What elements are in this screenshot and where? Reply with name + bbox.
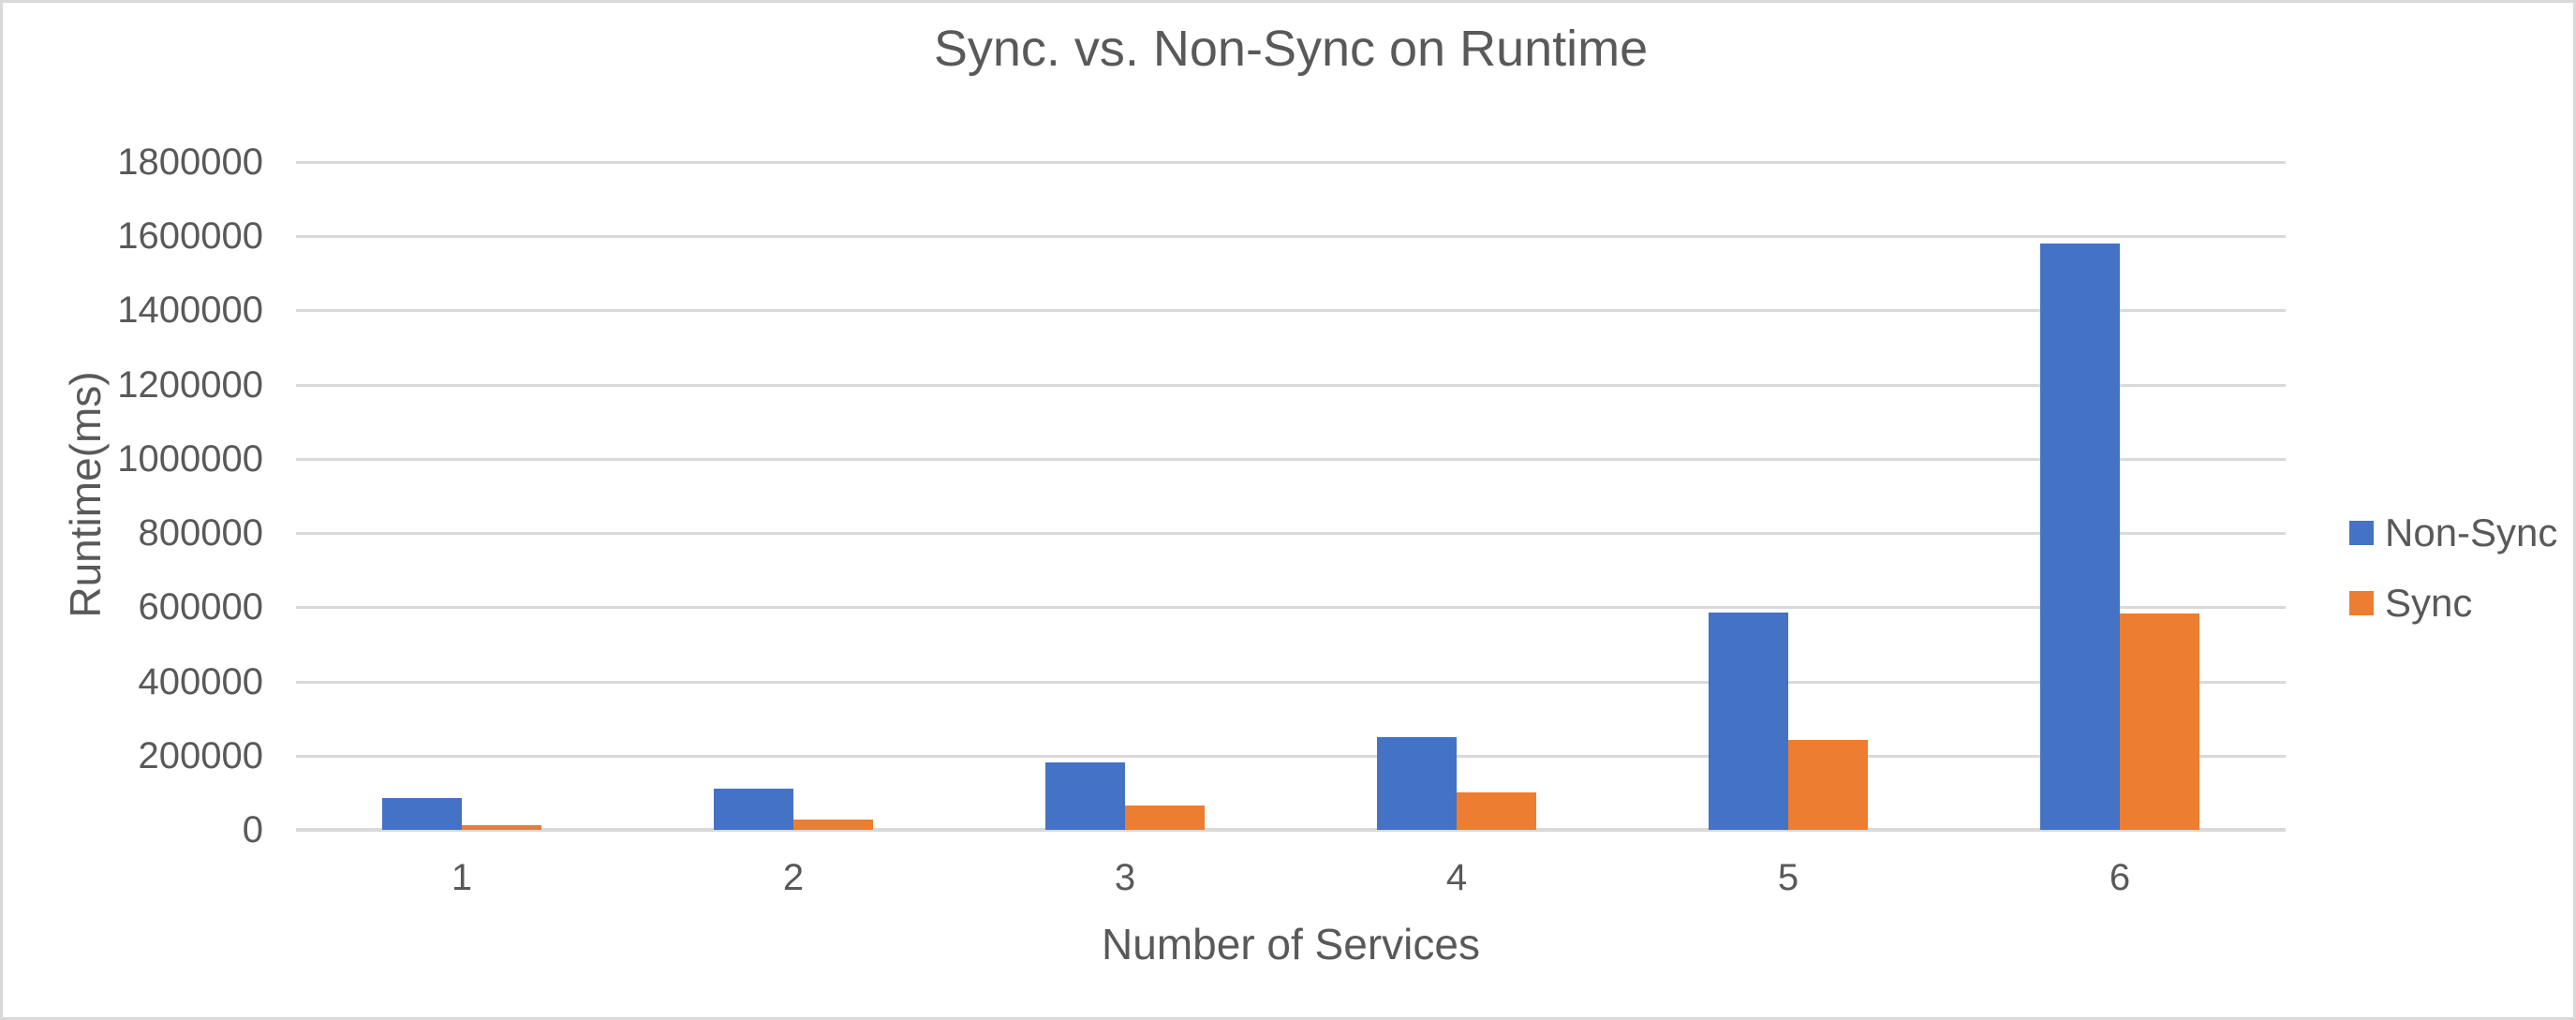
y-axis-title: Runtime(ms) bbox=[61, 371, 110, 618]
x-tick-label-5: 5 bbox=[1777, 857, 1799, 898]
y-tick-label-400000: 400000 bbox=[138, 660, 263, 702]
bar-non-sync-cat5 bbox=[1709, 613, 1788, 830]
y-tick-label-200000: 200000 bbox=[138, 734, 263, 776]
plot-area bbox=[296, 161, 2286, 832]
x-axis-title: Number of Services bbox=[1102, 920, 1480, 968]
legend-label-non-sync: Non-Sync bbox=[2385, 510, 2558, 554]
x-tick-label-2: 2 bbox=[782, 857, 805, 898]
bar-sync-cat1 bbox=[462, 825, 541, 830]
gridline-600000 bbox=[296, 606, 2286, 610]
y-tick-label-600000: 600000 bbox=[138, 586, 263, 628]
y-tick-label-1400000: 1400000 bbox=[117, 289, 263, 332]
gridline-1000000 bbox=[296, 457, 2286, 461]
y-tick-label-1000000: 1000000 bbox=[117, 437, 263, 480]
legend-swatch-non-sync bbox=[2349, 521, 2374, 545]
legend-swatch-sync bbox=[2349, 591, 2374, 615]
y-tick-label-800000: 800000 bbox=[138, 512, 263, 554]
x-tick-label-3: 3 bbox=[1114, 857, 1136, 898]
x-tick-label-6: 6 bbox=[2109, 857, 2131, 898]
bar-sync-cat4 bbox=[1457, 792, 1536, 830]
bar-non-sync-cat6 bbox=[2040, 244, 2120, 830]
y-tick-label-1800000: 1800000 bbox=[117, 141, 263, 183]
bar-non-sync-cat4 bbox=[1377, 737, 1457, 830]
gridline-1800000 bbox=[296, 161, 2286, 164]
x-axis-baseline bbox=[296, 828, 2286, 832]
gridline-1600000 bbox=[296, 235, 2286, 239]
bar-sync-cat6 bbox=[2120, 613, 2199, 830]
gridline-200000 bbox=[296, 754, 2286, 758]
bar-sync-cat2 bbox=[793, 820, 873, 830]
legend-label-sync: Sync bbox=[2385, 581, 2473, 625]
y-tick-label-1600000: 1600000 bbox=[117, 215, 263, 258]
gridline-1200000 bbox=[296, 383, 2286, 387]
bar-non-sync-cat2 bbox=[714, 789, 793, 830]
bar-non-sync-cat3 bbox=[1045, 762, 1125, 830]
y-tick-label-1200000: 1200000 bbox=[117, 363, 263, 406]
legend-entry-non-sync: Non-Sync bbox=[2349, 510, 2557, 555]
legend: Non-Sync Sync bbox=[2349, 3, 2573, 1017]
x-tick-label-1: 1 bbox=[451, 857, 473, 898]
gridline-800000 bbox=[296, 532, 2286, 536]
y-tick-label-0: 0 bbox=[242, 809, 263, 850]
bar-non-sync-cat1 bbox=[382, 798, 462, 830]
chart-title: Sync. vs. Non-Sync on Runtime bbox=[933, 21, 1649, 77]
bar-sync-cat3 bbox=[1125, 806, 1205, 830]
gridline-1400000 bbox=[296, 309, 2286, 313]
legend-entry-sync: Sync bbox=[2349, 581, 2472, 626]
gridline-400000 bbox=[296, 680, 2286, 684]
bar-sync-cat5 bbox=[1788, 740, 1868, 830]
x-tick-label-4: 4 bbox=[1445, 857, 1468, 898]
